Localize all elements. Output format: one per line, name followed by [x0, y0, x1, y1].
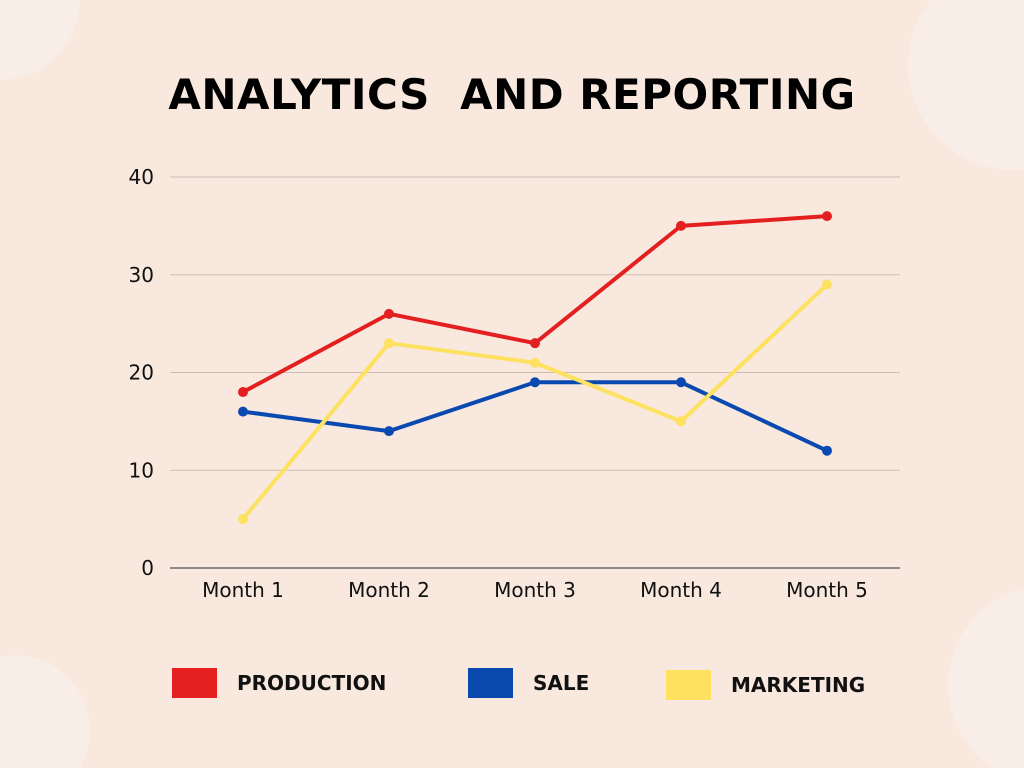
x-axis-ticks: Month 1 Month 2 Month 3 Month 4 Month 5 — [202, 578, 868, 602]
y-tick-label-10: 10 — [129, 458, 154, 482]
data-point-marketing-5 — [822, 279, 832, 290]
data-point-sale-4 — [676, 377, 686, 388]
series-sale — [238, 377, 832, 456]
y-tick-label-0: 0 — [141, 556, 154, 580]
chart-title: ANALYTICS AND REPORTING — [168, 70, 856, 119]
data-point-marketing-2 — [384, 338, 394, 349]
y-tick-label-40: 40 — [129, 165, 154, 189]
data-point-production-2 — [384, 308, 394, 319]
series-production — [238, 211, 832, 398]
x-tick-label-month-3: Month 3 — [494, 578, 576, 602]
x-tick-label-month-2: Month 2 — [348, 578, 430, 602]
data-point-sale-2 — [384, 426, 394, 437]
data-point-marketing-4 — [676, 416, 686, 427]
legend-item-production: PRODUCTION — [172, 668, 386, 698]
y-tick-label-30: 30 — [129, 263, 154, 287]
legend-swatch-sale — [468, 668, 513, 698]
y-tick-label-20: 20 — [129, 361, 154, 385]
data-point-production-5 — [822, 211, 832, 222]
data-point-marketing-1 — [238, 514, 248, 525]
data-point-production-3 — [530, 338, 540, 349]
data-point-sale-1 — [238, 406, 248, 417]
gridlines — [170, 176, 900, 569]
x-tick-label-month-1: Month 1 — [202, 578, 284, 602]
series-line-marketing — [241, 282, 829, 522]
data-point-production-4 — [676, 220, 686, 231]
series-marketing — [238, 279, 832, 525]
legend-label-marketing: MARKETING — [731, 673, 866, 697]
legend-swatch-production — [172, 668, 217, 698]
legend-item-marketing: MARKETING — [666, 670, 865, 700]
legend-item-sale: SALE — [468, 668, 589, 698]
data-point-sale-5 — [822, 445, 832, 456]
legend-swatch-marketing — [666, 670, 711, 700]
legend-label-sale: SALE — [533, 671, 590, 695]
legend-label-production: PRODUCTION — [237, 671, 387, 695]
series-lines — [238, 211, 832, 525]
data-point-production-1 — [238, 387, 248, 398]
x-tick-label-month-4: Month 4 — [640, 578, 722, 602]
x-tick-label-month-5: Month 5 — [786, 578, 868, 602]
y-axis-ticks: 0 10 20 30 40 — [129, 165, 154, 580]
data-point-marketing-3 — [530, 357, 540, 368]
data-point-sale-3 — [530, 377, 540, 388]
